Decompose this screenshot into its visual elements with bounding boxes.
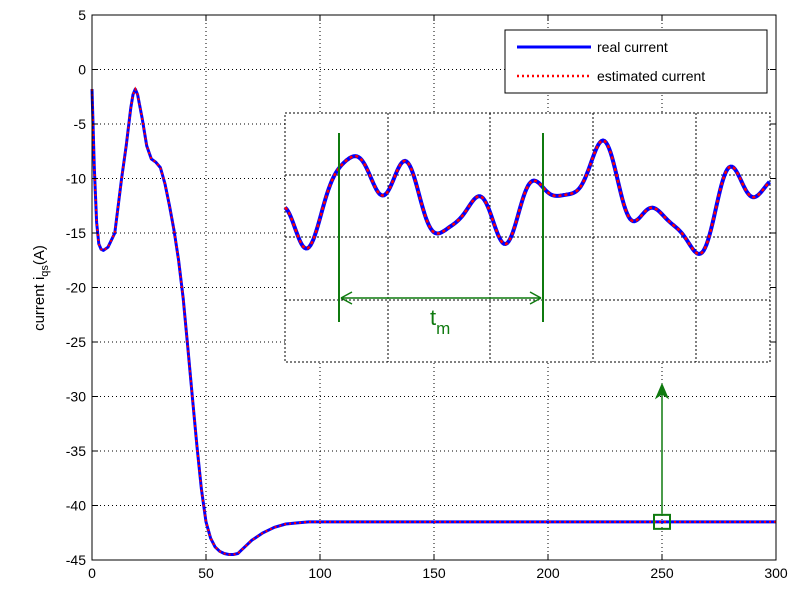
ylabel-main: current i (31, 277, 48, 331)
y-tick-label: -35 (66, 443, 86, 459)
x-tick-label: 0 (88, 565, 96, 581)
axis-ticks: 0 50 100 150 200 250 30050-5-10-15-20-25-30-35… (66, 7, 788, 581)
tm-label-main: t (430, 305, 436, 330)
zoom-marker-box (653, 513, 671, 530)
tm-arrowhead-left (340, 291, 353, 305)
legend-real-label: real current (597, 39, 668, 55)
y-tick-label: -10 (66, 171, 86, 187)
legend-box (504, 29, 768, 94)
y-tick-label: -15 (66, 225, 86, 241)
series-lines (90, 86, 776, 556)
series-line-estimated-current (91, 86, 776, 556)
y-tick-label: -5 (74, 116, 87, 132)
tm-arrowhead-right (529, 291, 542, 305)
x-tick-label: 200 (536, 565, 560, 581)
inset-wave-estimated (284, 139, 771, 256)
svg-text:current iqs(A): current iqs(A) (31, 245, 51, 331)
x-tick-label: 250 (650, 565, 674, 581)
y-tick-label: -25 (66, 334, 86, 350)
y-tick-label: -40 (66, 498, 86, 514)
y-tick-label: -30 (66, 389, 86, 405)
zoom-arrowhead (654, 382, 670, 400)
ylabel-unit: (A) (31, 245, 48, 265)
y-tick-label: 0 (78, 62, 86, 78)
x-tick-label: 100 (308, 565, 332, 581)
y-tick-label: -20 (66, 280, 86, 296)
x-tick-label: 50 (198, 565, 214, 581)
ylabel-sub: qs (39, 265, 51, 277)
inset-zoom (283, 112, 771, 363)
legend-estimated-label: estimated current (597, 68, 705, 84)
y-tick-label: 5 (78, 7, 86, 23)
tm-label-sub: m (436, 319, 450, 338)
annotations: tm (338, 133, 671, 530)
y-axis-label: current iqs(A) (31, 245, 51, 331)
legend: real current estimated current (504, 29, 768, 94)
y-tick-label: -45 (66, 552, 86, 568)
x-tick-label: 300 (764, 565, 788, 581)
x-tick-label: 150 (422, 565, 446, 581)
tm-label: tm (430, 305, 450, 338)
